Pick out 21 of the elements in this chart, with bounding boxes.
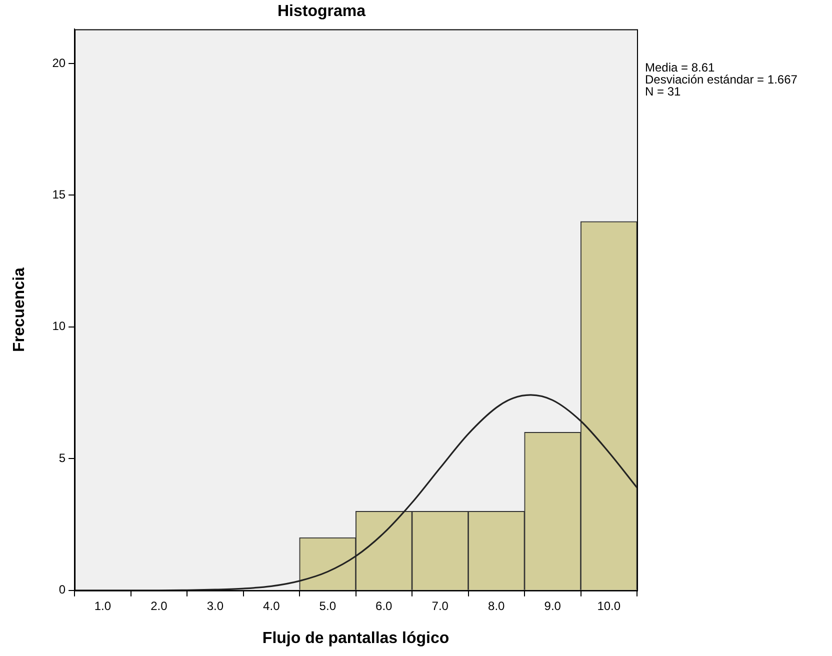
x-tick-label: 7.0 — [432, 598, 449, 613]
y-tick-label: 10 — [52, 319, 66, 334]
x-tick-label: 1.0 — [94, 598, 112, 613]
x-tick-label: 2.0 — [150, 598, 168, 613]
y-tick-label: 5 — [58, 450, 66, 465]
text: Desviación estándar = 1.667 — [645, 72, 798, 87]
chart-title: Histograma — [277, 3, 366, 20]
x-tick-label: 4.0 — [263, 598, 280, 613]
y-axis-title: Frecuencia — [11, 267, 28, 352]
x-tick-label: 9.0 — [544, 598, 562, 613]
y-tick-label: 0 — [58, 582, 66, 597]
x-tick-label: 10.0 — [597, 598, 621, 613]
x-axis-title: Flujo de pantallas lógico — [262, 630, 450, 647]
x-tick-label: 8.0 — [488, 598, 506, 613]
text: Media = 8.61 — [645, 60, 716, 75]
text: N = 31 — [645, 84, 682, 99]
x-tick-label: 3.0 — [206, 598, 224, 613]
y-tick-label: 20 — [52, 56, 66, 70]
x-tick-label: 6.0 — [376, 598, 393, 613]
y-tick-label: 15 — [52, 188, 66, 202]
x-tick-label: 5.0 — [319, 598, 336, 613]
